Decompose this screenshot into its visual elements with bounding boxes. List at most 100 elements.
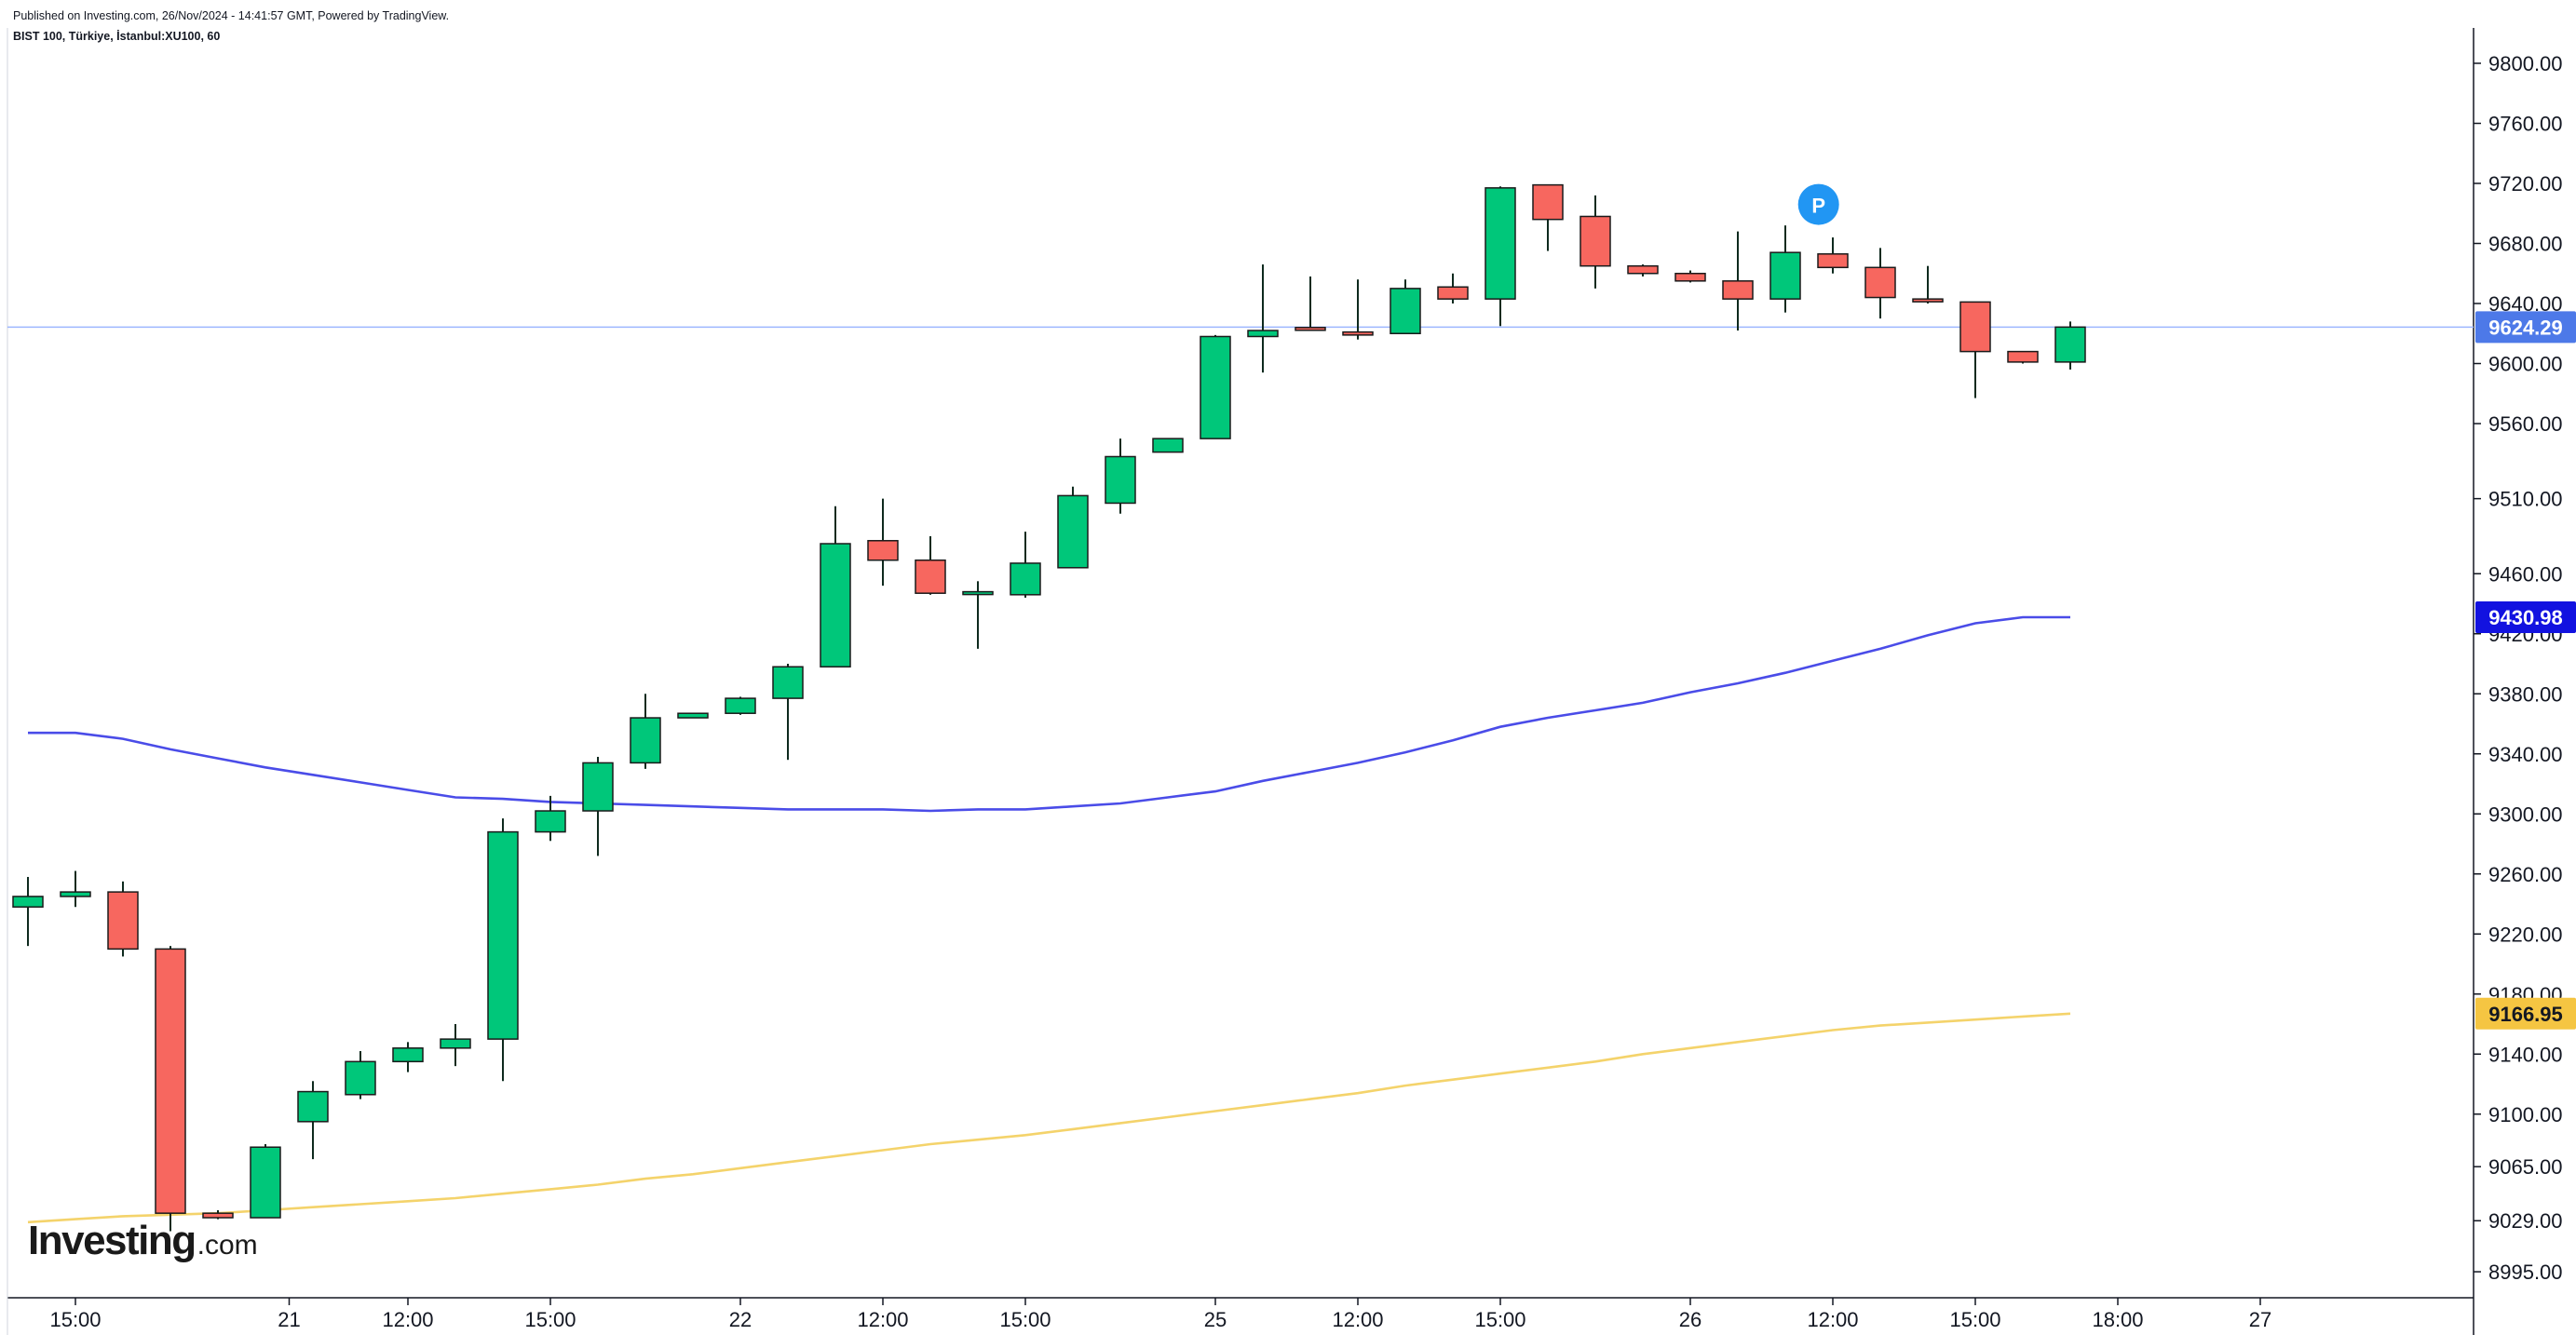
candle [915,535,946,595]
candle [1010,532,1041,599]
candle-body [2054,326,2086,363]
ma-slow-tag-bg [2475,997,2576,1030]
candle-body [1057,494,1089,569]
y-tick-label: 9029.00 [2488,1209,2563,1233]
candle [1152,438,1184,453]
y-tick-label: 9100.00 [2488,1103,2563,1126]
candle [250,1144,281,1219]
y-tick-label: 9760.00 [2488,113,2563,136]
ma-slow-tag-label: 9166.95 [2488,1003,2563,1026]
y-tick-label: 9460.00 [2488,562,2563,586]
moving-averages [27,615,2071,1224]
y-tick-label: 9720.00 [2488,172,2563,196]
candle-body [1295,327,1326,331]
x-tick-label: 15:00 [1949,1308,2000,1331]
price-tags: 9624.29 9430.98 9166.95 [2475,311,2576,1030]
candle-body [1912,298,1944,303]
candle [155,946,186,1232]
published-info: Published on Investing.com, 26/Nov/2024 … [13,9,450,22]
candle-body [535,810,566,833]
x-tick-label: 12:00 [857,1308,908,1331]
candle [535,795,566,842]
candle-body [1485,187,1516,300]
ma-slow-line [27,1012,2071,1224]
candle-body [725,697,756,714]
candle-body [60,891,91,897]
candle-body [345,1060,376,1096]
candle [202,1209,234,1220]
y-tick-label: 9300.00 [2488,802,2563,826]
candle-body [392,1047,424,1063]
candle [1912,265,1944,303]
candle [1722,231,1754,331]
x-tick-label: 26 [1679,1308,1702,1331]
candle [1627,264,1659,276]
x-tick-label: 12:00 [1807,1308,1858,1331]
ma-fast-tag-label: 9430.98 [2488,606,2563,629]
candle-body [1627,264,1659,275]
candle [1579,195,1611,289]
candle [582,756,614,856]
candle [630,694,661,769]
candle-body [1579,215,1611,267]
x-tick-label: 15:00 [524,1308,576,1331]
candle-body [12,896,44,908]
candle-body [1817,253,1849,269]
candle-body [250,1146,281,1219]
candle-body [962,590,994,596]
candle-body [1532,183,1564,221]
y-tick-label: 9600.00 [2488,353,2563,376]
x-tick-label: 12:00 [1332,1308,1383,1331]
candle [107,881,139,957]
candle [297,1081,329,1160]
y-tick-label: 9260.00 [2488,863,2563,886]
candle [392,1042,424,1072]
candle-body [1247,330,1279,338]
y-tick-label: 9380.00 [2488,682,2563,706]
candle-body [107,891,139,951]
candle-body [155,948,186,1214]
time-axis[interactable]: 15:00 21 12:00 15:00 22 12:00 15:00 25 12:00 15:0… [49,1298,2271,1331]
candle [1247,264,1279,373]
candle [60,870,91,908]
x-tick-label: 12:00 [382,1308,433,1331]
candle-body [1769,251,1801,300]
candle [1864,248,1896,319]
candle-body [1105,455,1136,505]
y-tick-label: 9800.00 [2488,52,2563,75]
y-tick-label: 8995.00 [2488,1261,2563,1284]
candle-body [1200,335,1231,439]
y-tick-label: 9680.00 [2488,233,2563,256]
candle-body [487,830,519,1040]
y-tick-label: 9510.00 [2488,488,2563,511]
candle [867,498,899,587]
candle [1342,279,1374,340]
candle [1200,334,1231,439]
candle [1390,279,1421,334]
x-tick-label: 22 [729,1308,752,1331]
candle [1769,225,1801,313]
pivot-marker [1797,183,1839,225]
candle [1057,486,1089,569]
y-tick-label: 9340.00 [2488,743,2563,766]
candles [12,183,2086,1232]
candle [345,1051,376,1099]
candle [1674,270,1706,283]
price-axis[interactable]: 9800.009760.009720.009680.009640.009600.… [2474,52,2563,1284]
candle-body [1674,273,1706,282]
candle-body [677,712,709,719]
candle [820,506,851,668]
candle [1817,237,1849,274]
candle-body [1864,266,1896,299]
candle [772,664,804,761]
candle-body [582,762,614,812]
candle-body [440,1038,471,1049]
y-tick-label: 9140.00 [2488,1043,2563,1066]
x-tick-label: 21 [278,1308,300,1331]
pivot-marker-label: P [1811,195,1825,218]
candle-body [297,1090,329,1123]
candle [1105,438,1136,514]
candle-body [1152,438,1184,453]
candle [1485,186,1516,327]
